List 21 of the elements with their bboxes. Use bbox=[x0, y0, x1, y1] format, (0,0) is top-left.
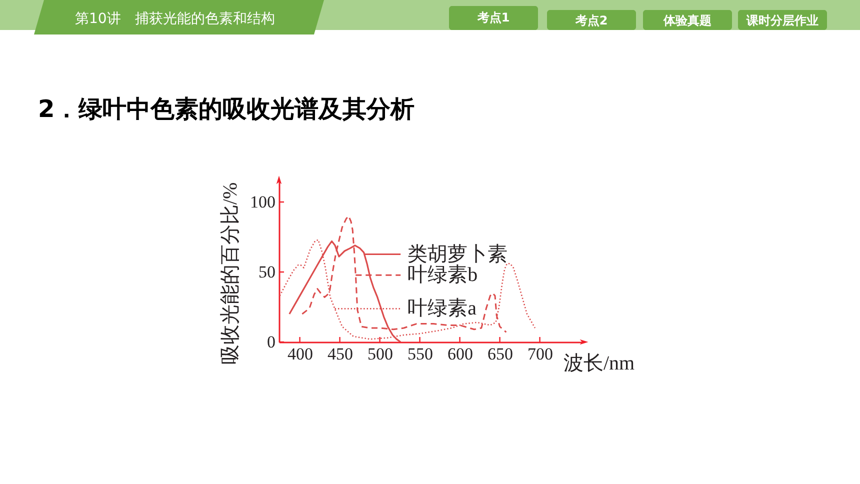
x-tick-label: 600 bbox=[448, 344, 474, 364]
legend-label: 类胡萝卜素 bbox=[408, 243, 508, 266]
text: 考点2 bbox=[574, 14, 608, 28]
text: 课时分层作业 bbox=[746, 14, 818, 28]
y-tick-label: 0 bbox=[267, 332, 276, 352]
x-axis-title: 波长/nm bbox=[564, 352, 636, 374]
x-tick-label: 500 bbox=[368, 344, 394, 364]
y-axis-title: 吸收光能的百分比/% bbox=[220, 182, 242, 365]
legend-label: 叶绿素b bbox=[408, 264, 478, 286]
x-tick-label: 700 bbox=[528, 344, 554, 364]
y-tick-label: 50 bbox=[258, 262, 276, 282]
x-tick-label: 450 bbox=[328, 344, 354, 364]
text: 第10讲 捕获光能的色素和结构 bbox=[75, 11, 275, 27]
x-tick-label: 550 bbox=[408, 344, 434, 364]
chart-title: 2．绿叶中色素的吸收光谱及其分析 bbox=[38, 95, 415, 123]
x-tick-label: 400 bbox=[288, 344, 314, 364]
x-tick-label: 650 bbox=[488, 344, 514, 364]
text: 体验真题 bbox=[662, 14, 712, 28]
y-tick-label: 100 bbox=[250, 192, 276, 212]
legend-label: 叶绿素a bbox=[408, 298, 477, 320]
text: 考点1 bbox=[476, 10, 510, 24]
